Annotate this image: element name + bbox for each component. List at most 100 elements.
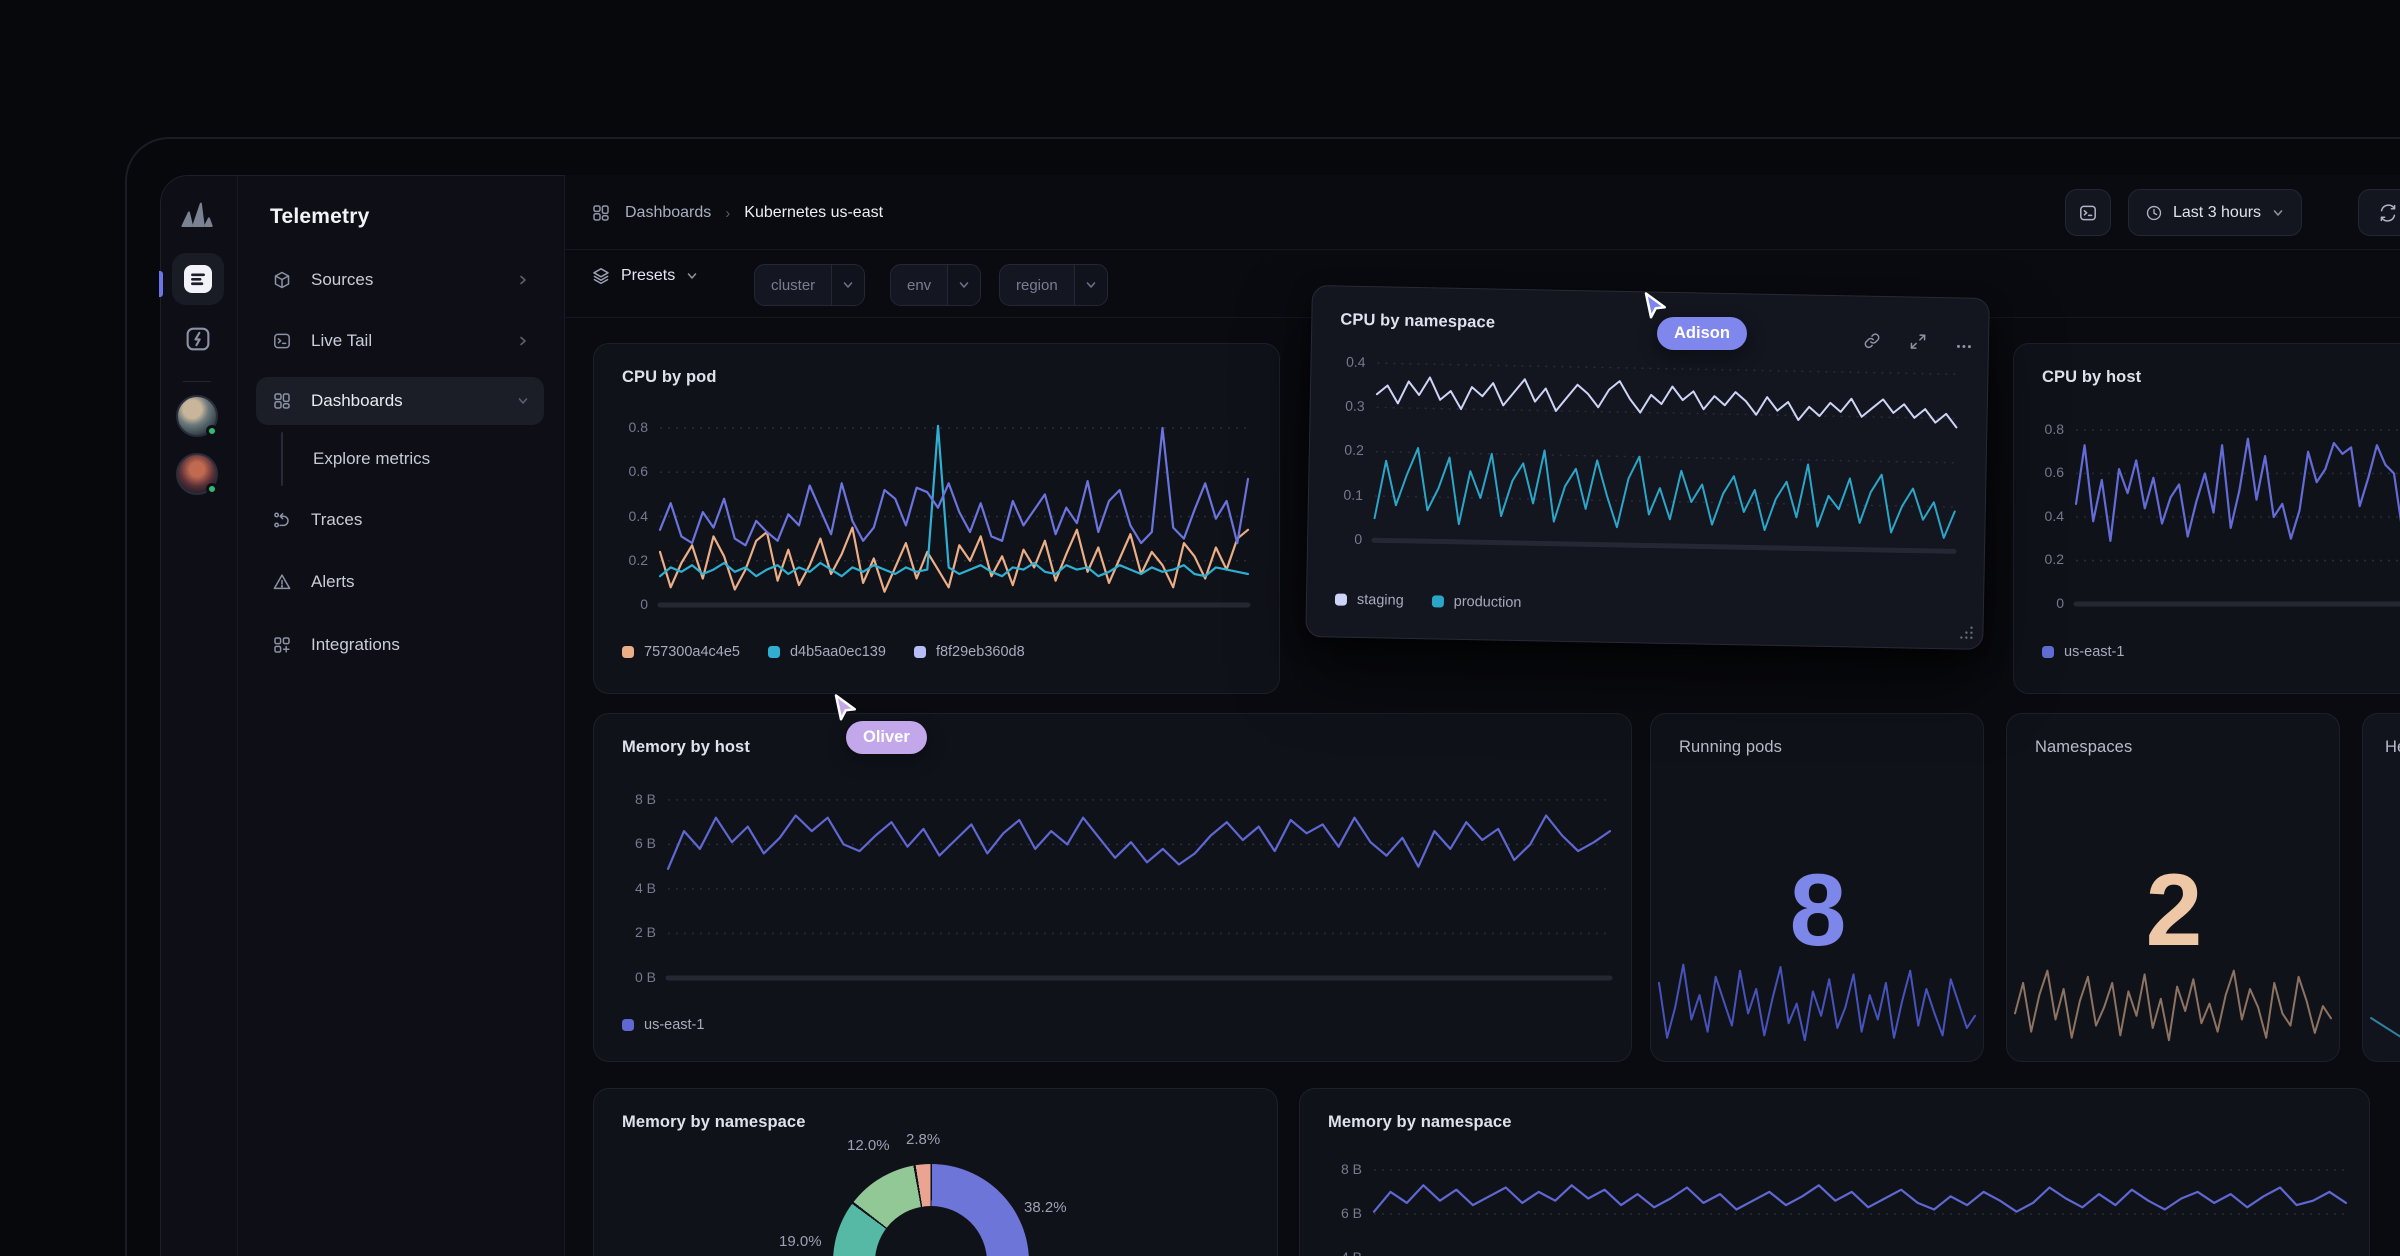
expand-icon[interactable] [1908,331,1928,351]
chevron-right-icon [520,275,526,285]
filter-pill-region[interactable]: region [999,264,1108,306]
sidebar-item-live-tail[interactable]: Live Tail [256,319,544,363]
axis-tick-label: 0.8 [2044,420,2064,437]
rail-item-live[interactable] [184,325,212,353]
panel-title: Memory by host [622,738,750,756]
ellipsis-icon[interactable] [1954,336,1974,356]
sidebar-item-traces[interactable]: Traces [256,498,544,542]
legend-item[interactable]: production [1431,593,1522,611]
breadcrumb-page: Kubernetes us-east [744,204,884,221]
terminal-button-icon [2080,205,2096,220]
panel-memory-by-host: Memory by host 8 B 6 B 4 B 2 B 0 B us-east-1 [593,713,1632,1062]
traces-icon [274,512,289,528]
card-namespaces: Namespaces 2 [2006,713,2340,1062]
filter-pill-label: region [1016,276,1058,294]
online-status-dot [206,425,218,437]
legend-swatch-icon [767,646,780,658]
link-icon[interactable] [1862,331,1882,351]
axis-tick-label: 0.8 [628,419,648,435]
cpu-by-namespace-chart[interactable]: 0.4 0.3 0.2 0.1 0 [1326,354,1960,557]
axis-tick-label: 0.4 [628,507,648,524]
sidebar-item-alerts[interactable]: Alerts [256,560,544,604]
avatar[interactable] [176,453,218,495]
axis-tick-label: 0 [2056,595,2064,611]
cpu-by-host-chart[interactable]: 0.8 0.6 0.4 0.2 0 [2042,401,2400,611]
axis-tick-label: 0 [640,596,648,612]
console-button[interactable] [2065,189,2111,236]
grid-icon [593,205,609,221]
legend-swatch-icon [1431,595,1444,608]
panel-title: CPU by namespace [1340,310,1496,332]
resize-grip-icon[interactable] [1958,624,1974,640]
sidebar-item-dashboards[interactable]: Dashboards [256,377,544,425]
breadcrumb-separator: › [725,204,731,222]
time-range-label: Last 3 hours [2173,203,2262,221]
cursor-arrow-icon [1644,292,1666,319]
sidebar-item-label: Explore metrics [313,449,431,468]
pill-divider [947,265,949,305]
refresh-button[interactable] [2358,189,2400,236]
grid-icon [274,393,290,409]
legend-item[interactable]: 757300a4c4e5 [622,644,740,660]
chevron-down-icon[interactable] [1074,265,1107,305]
legend-swatch-icon [1334,593,1348,606]
card-running-pods: Running pods 8 [1650,713,1984,1062]
list-panel-icon [184,265,212,293]
panel-cpu-by-host: CPU by host 0.8 0.6 0.4 0.2 0 us-east-1 [2013,343,2400,694]
avatar[interactable] [176,395,218,437]
chevron-down-icon [687,273,697,279]
chevron-down-icon [2273,209,2283,216]
axis-tick-label: 0.2 [2044,551,2064,568]
memory-by-host-chart[interactable]: 8 B 6 B 4 B 2 B 0 B [622,771,1613,985]
legend-label: us-east-1 [644,1017,705,1033]
running-pods-sparkline [1658,926,1977,1056]
sidebar-item-label: Sources [311,270,374,289]
sidebar-item-sources[interactable]: Sources [256,258,544,302]
axis-tick-label: 0.2 [628,551,648,568]
axis-tick-label: 2 B [634,924,656,941]
stat-value: 8 [1789,853,1847,967]
cpu-by-pod-chart[interactable]: 0.8 0.6 0.4 0.2 0 [622,401,1251,612]
axis-tick-label: 6 B [634,835,656,852]
hosts-sparkline [2370,989,2400,1057]
remote-cursor-oliver: Oliver [831,693,927,754]
memory-by-namespace-chart[interactable]: 8 B 6 B 4 B [1328,1147,2348,1256]
donut-slice-label: 38.2% [1024,1199,1067,1216]
panel-title: CPU by pod [622,368,717,386]
card-title: Namespaces [2035,738,2133,756]
time-range-button[interactable]: Last 3 hours [2128,189,2303,236]
remote-cursor-adison: Adison [1641,291,1747,350]
sidebar-item-explore-metrics[interactable]: Explore metrics [297,441,527,477]
sidebar-item-label: Alerts [311,572,355,591]
rail-item-telemetry[interactable] [172,253,224,305]
sidebar-item-integrations[interactable]: Integrations [256,623,544,667]
filter-pill-cluster[interactable]: cluster [754,264,866,306]
donut-slice-label: 2.8% [906,1131,941,1148]
cube-icon [274,271,290,289]
breadcrumb-section[interactable]: Dashboards [625,204,712,221]
legend-label: staging [1356,591,1404,609]
chart-legend: 757300a4c4e5 d4b5aa0ec139 f8f29eb360d8 [622,644,1025,660]
sidebar-item-label: Integrations [311,635,400,654]
filter-pill-env[interactable]: env [890,264,982,306]
app-title: Telemetry [270,205,370,228]
panel-cpu-by-namespace-floating[interactable]: CPU by namespace 0.4 0.3 0.2 0.1 0 staging pr… [1305,285,1990,650]
donut-slice-label: 19.0% [779,1233,822,1250]
breadcrumb-bar [564,175,2400,250]
chevron-down-icon[interactable] [948,265,981,305]
chevron-right-icon [520,336,526,346]
axis-tick-label: 8 B [1340,1160,1362,1177]
chart-legend: us-east-1 [622,1017,704,1033]
legend-item[interactable]: f8f29eb360d8 [913,644,1025,660]
axis-tick-label: 0.6 [2044,464,2064,481]
legend-item[interactable]: us-east-1 [2042,644,2124,660]
sidebar-item-label: Traces [311,510,363,529]
panel-title: Memory by namespace [622,1113,806,1131]
sidebar-item-label: Dashboards [311,391,403,410]
layers-icon [593,268,609,285]
legend-item[interactable]: us-east-1 [622,1017,704,1033]
presets-button[interactable]: Presets [591,266,699,286]
legend-item[interactable]: d4b5aa0ec139 [767,644,886,660]
legend-item[interactable]: staging [1334,591,1404,609]
chevron-down-icon[interactable] [832,265,865,305]
